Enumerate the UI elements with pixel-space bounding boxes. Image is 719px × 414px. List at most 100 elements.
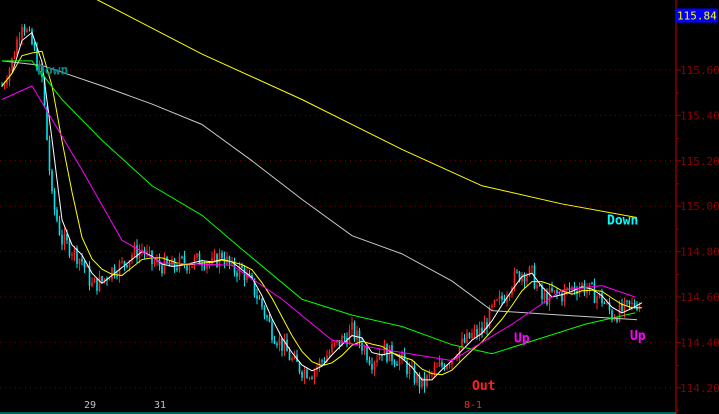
candle-body (111, 267, 113, 280)
candle-body (608, 302, 611, 311)
candle-body (516, 271, 518, 273)
candle-body (276, 343, 278, 346)
candle-body (558, 293, 561, 295)
ma-short-white (1, 31, 643, 381)
candle-body (11, 58, 13, 69)
candle-body (138, 250, 141, 259)
candle-body (248, 273, 251, 276)
candle-body (553, 290, 556, 292)
candle-body (113, 267, 116, 276)
candle-body (621, 303, 623, 312)
candle-body (71, 254, 73, 256)
candle-body (251, 275, 253, 279)
candle-body (593, 283, 596, 303)
candle-body (456, 357, 458, 360)
candle-body (258, 298, 261, 300)
candle-body (43, 77, 46, 107)
candle-body (38, 63, 41, 70)
candle-body (186, 264, 188, 271)
candle-body (13, 55, 16, 59)
candle-body (31, 29, 33, 45)
candle-body (23, 26, 26, 32)
candle-body (51, 170, 53, 192)
candle-body (191, 266, 193, 268)
candle-body (116, 275, 118, 277)
candle-body (48, 140, 51, 171)
candle-body (351, 322, 353, 330)
candle-body (338, 340, 341, 347)
candle-body (281, 338, 283, 351)
candle-body (411, 365, 413, 367)
candle-body (626, 300, 628, 302)
candle-body (121, 261, 123, 263)
x-tick-label: 31 (154, 400, 166, 411)
candle-body (1, 85, 3, 87)
candle-body (103, 278, 106, 282)
candle-body (66, 234, 68, 241)
candle-body (363, 347, 366, 351)
candle-body (83, 261, 86, 268)
signal-annotation: Out (472, 379, 495, 394)
candle-body (526, 275, 528, 282)
candle-body (41, 63, 43, 78)
candle-body (123, 261, 126, 265)
candle-body (341, 336, 343, 347)
candle-body (298, 361, 301, 372)
candle-body (616, 318, 618, 322)
candle-body (638, 303, 641, 310)
candle-body (16, 39, 18, 56)
candle-body (603, 303, 606, 305)
candle-body (141, 250, 143, 252)
candle-body (323, 361, 326, 363)
candle-body (508, 294, 511, 297)
candle-body (18, 38, 21, 40)
candle-body (418, 374, 421, 388)
y-tick-label: 115.20 (680, 155, 719, 168)
candle-body (543, 293, 546, 300)
candle-body (513, 271, 516, 289)
candle-body (486, 322, 488, 329)
candle-body (326, 355, 328, 363)
candle-body (53, 191, 56, 210)
candle-body (183, 256, 186, 265)
y-tick-label: 115.40 (680, 109, 719, 122)
candle-body (578, 287, 581, 295)
candle-body (451, 358, 453, 365)
candle-body (148, 250, 151, 252)
candle-body (433, 367, 436, 374)
candle-body (313, 370, 316, 379)
candle-body (8, 68, 11, 82)
candle-body (73, 247, 76, 255)
candle-body (473, 329, 476, 334)
candle-body (438, 362, 441, 367)
candle-body (416, 374, 418, 383)
candle-body (396, 364, 398, 366)
candle-body (368, 360, 371, 365)
candle-body (596, 296, 598, 303)
candle-body (203, 265, 206, 269)
candle-body (471, 333, 473, 339)
candle-body (198, 253, 201, 265)
y-tick-label: 114.80 (680, 246, 719, 259)
last-price-label: 115.84 (677, 10, 717, 23)
candle-body (268, 317, 271, 322)
candle-body (143, 250, 146, 255)
candle-body (531, 265, 533, 267)
ma-short-yellow (1, 50, 642, 376)
candle-body (98, 276, 101, 291)
candle-body (461, 338, 463, 348)
candle-body (6, 81, 8, 85)
candle-body (571, 286, 573, 290)
moving-average-line (2, 60, 636, 355)
candle-body (261, 298, 263, 307)
candle-body (231, 261, 233, 265)
candle-body (108, 279, 111, 281)
candle-body (546, 293, 548, 305)
candle-body (631, 302, 633, 305)
candle-body (91, 282, 93, 286)
candle-body (46, 106, 48, 141)
candle-body (541, 285, 543, 300)
candle-body (468, 332, 471, 339)
candle-body (496, 299, 498, 301)
candle-body (408, 366, 411, 375)
